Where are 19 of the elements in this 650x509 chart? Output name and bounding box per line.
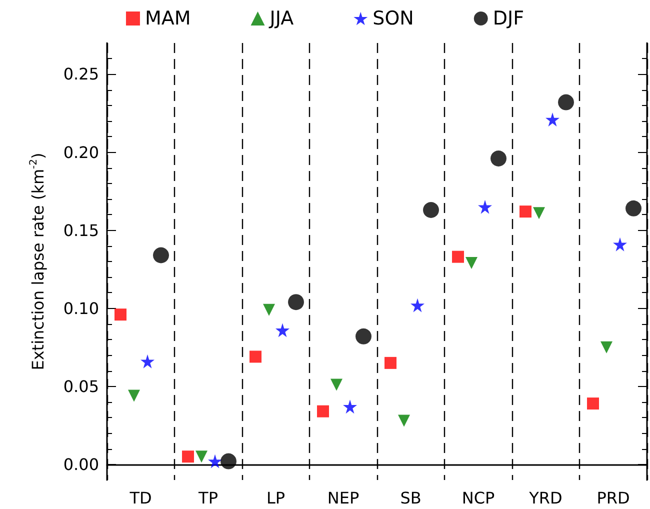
legend-label: SON	[372, 8, 414, 30]
y-axis-title: Extinction lapse rate (km-2)	[28, 152, 48, 370]
x-tick-label: SB	[400, 488, 422, 508]
y-tick-label: 0.20	[63, 142, 99, 162]
legend-label: JJA	[268, 8, 294, 30]
legend-label: MAM	[144, 8, 191, 30]
legend-label: DJF	[492, 8, 524, 30]
x-tick-label: PRD	[596, 488, 630, 508]
x-tick-label: NCP	[462, 488, 495, 508]
y-tick-label: 0.15	[63, 220, 99, 240]
y-tick-label: 0.05	[63, 376, 99, 396]
y-tick-label: 0.00	[63, 454, 99, 474]
x-tick-label: NEP	[327, 488, 360, 508]
x-tick-label: LP	[266, 488, 286, 508]
x-tick-label: TP	[198, 488, 218, 508]
y-tick-label: 0.25	[63, 64, 99, 84]
x-tick-label: YRD	[528, 488, 562, 508]
x-tick-label: TD	[128, 488, 152, 508]
y-tick-label: 0.10	[63, 298, 99, 318]
